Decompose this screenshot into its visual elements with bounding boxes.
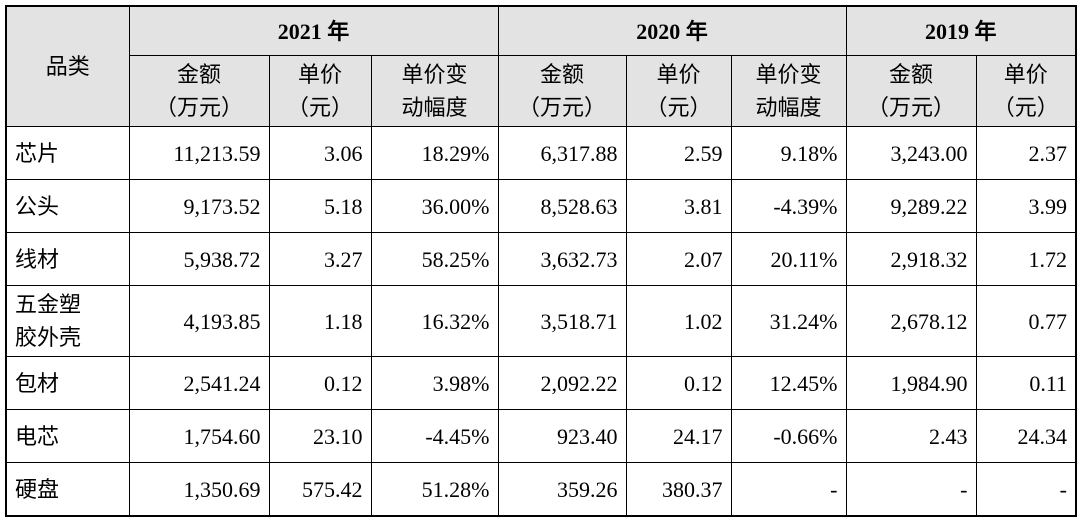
value-cell: 1,754.60: [128, 409, 270, 463]
value-cell: 0.12: [625, 356, 732, 410]
data-row: 线材 5,938.72 3.27 58.25% 3,632.73 2.07 20.11% 2,…: [5, 232, 1077, 286]
value-cell: 3.27: [268, 232, 372, 286]
value-cell: 5.18: [268, 179, 372, 233]
data-table: 品类 2021 年 2020 年 2019 年金额 （万元） 单价 （元） 单价变 动幅度…: [5, 5, 1077, 517]
value-cell: 3.99: [975, 179, 1077, 233]
header-row: 金额 （万元） 单价 （元） 单价变 动幅度 金额 （万元） 单价 （元） 单价变 动幅度…: [6, 55, 1077, 127]
category-cell: 芯片: [5, 126, 130, 180]
data-row: 五金塑 胶外壳 4,193.85 1.18 16.32% 3,518.71 1.02 31.…: [5, 285, 1077, 357]
value-cell: 2,918.32: [845, 232, 977, 286]
value-cell: 923.40: [497, 409, 627, 463]
table-wrapper: 品类 2021 年 2020 年 2019 年金额 （万元） 单价 （元） 单价变 动幅度…: [5, 5, 1077, 517]
value-cell: 0.77: [975, 285, 1077, 357]
value-cell: 2.59: [625, 126, 732, 180]
value-cell: 9,173.52: [128, 179, 270, 233]
value-cell: 11,213.59: [128, 126, 270, 180]
value-cell: -4.39%: [730, 179, 847, 233]
column-header: 单价 （元）: [975, 55, 1077, 127]
category-header: 品类: [5, 5, 130, 127]
table-body: 芯片 11,213.59 3.06 18.29% 6,317.88 2.59 9.18% 3,…: [5, 126, 1077, 517]
value-cell: 380.37: [625, 462, 732, 517]
data-row: 硬盘 1,350.69 575.42 51.28% 359.26 380.37- - -: [5, 462, 1077, 517]
column-header: 单价变 动幅度: [730, 55, 847, 127]
category-cell: 硬盘: [5, 462, 130, 517]
column-header: 单价变 动幅度: [370, 55, 499, 127]
data-row: 芯片 11,213.59 3.06 18.29% 6,317.88 2.59 9.18% 3,…: [5, 126, 1077, 180]
value-cell: 1.72: [975, 232, 1077, 286]
value-cell: 0.12: [268, 356, 372, 410]
value-cell: -: [975, 462, 1077, 517]
year-header: 2020 年: [497, 5, 847, 56]
value-cell: 3.06: [268, 126, 372, 180]
value-cell: -0.66%: [730, 409, 847, 463]
category-cell: 线材: [5, 232, 130, 286]
value-cell: 2,678.12: [845, 285, 977, 357]
column-header: 单价 （元）: [625, 55, 732, 127]
header-row: 品类 2021 年 2020 年 2019 年: [5, 5, 1077, 127]
value-cell: 16.32%: [370, 285, 499, 357]
value-cell: 0.11: [975, 356, 1077, 410]
value-cell: 2.07: [625, 232, 732, 286]
category-cell: 公头: [5, 179, 130, 233]
category-cell: 电芯: [5, 409, 130, 463]
value-cell: -: [730, 462, 847, 517]
value-cell: 3,518.71: [497, 285, 627, 357]
table-header: 品类 2021 年 2020 年 2019 年金额 （万元） 单价 （元） 单价变 动幅度…: [5, 5, 1077, 127]
value-cell: 24.17: [625, 409, 732, 463]
value-cell: 3.81: [625, 179, 732, 233]
value-cell: 575.42: [268, 462, 372, 517]
column-header: 金额 （万元）: [128, 55, 270, 127]
value-cell: 9,289.22: [845, 179, 977, 233]
data-row: 包材 2,541.24 0.12 3.98% 2,092.22 0.12 12.45% 1,9…: [5, 356, 1077, 410]
category-cell: 包材: [5, 356, 130, 410]
value-cell: 8,528.63: [497, 179, 627, 233]
year-header: 2019 年: [845, 5, 1077, 56]
value-cell: 24.34: [975, 409, 1077, 463]
value-cell: 4,193.85: [128, 285, 270, 357]
value-cell: 20.11%: [730, 232, 847, 286]
value-cell: 12.45%: [730, 356, 847, 410]
column-header: 单价 （元）: [268, 55, 372, 127]
value-cell: 31.24%: [730, 285, 847, 357]
value-cell: 3,632.73: [497, 232, 627, 286]
value-cell: 23.10: [268, 409, 372, 463]
category-cell: 五金塑 胶外壳: [5, 285, 130, 357]
value-cell: 1.02: [625, 285, 732, 357]
data-row: 公头 9,173.52 5.18 36.00% 8,528.63 3.81 -4.39% 9,…: [5, 179, 1077, 233]
value-cell: 5,938.72: [128, 232, 270, 286]
value-cell: 3.98%: [370, 356, 499, 410]
value-cell: 3,243.00: [845, 126, 977, 180]
value-cell: 6,317.88: [497, 126, 627, 180]
value-cell: 1,350.69: [128, 462, 270, 517]
value-cell: 58.25%: [370, 232, 499, 286]
value-cell: 1,984.90: [845, 356, 977, 410]
value-cell: 2.43: [845, 409, 977, 463]
value-cell: 51.28%: [370, 462, 499, 517]
value-cell: 36.00%: [370, 179, 499, 233]
value-cell: 2.37: [975, 126, 1077, 180]
data-row: 电芯 1,754.60 23.10 -4.45% 923.40 24.17 -0.66% 2.…: [5, 409, 1077, 463]
value-cell: 9.18%: [730, 126, 847, 180]
column-header: 金额 （万元）: [845, 55, 977, 127]
value-cell: 2,541.24: [128, 356, 270, 410]
value-cell: -4.45%: [370, 409, 499, 463]
value-cell: -: [845, 462, 977, 517]
column-header: 金额 （万元）: [497, 55, 627, 127]
value-cell: 2,092.22: [497, 356, 627, 410]
year-header: 2021 年: [128, 5, 499, 56]
value-cell: 18.29%: [370, 126, 499, 180]
value-cell: 359.26: [497, 462, 627, 517]
value-cell: 1.18: [268, 285, 372, 357]
